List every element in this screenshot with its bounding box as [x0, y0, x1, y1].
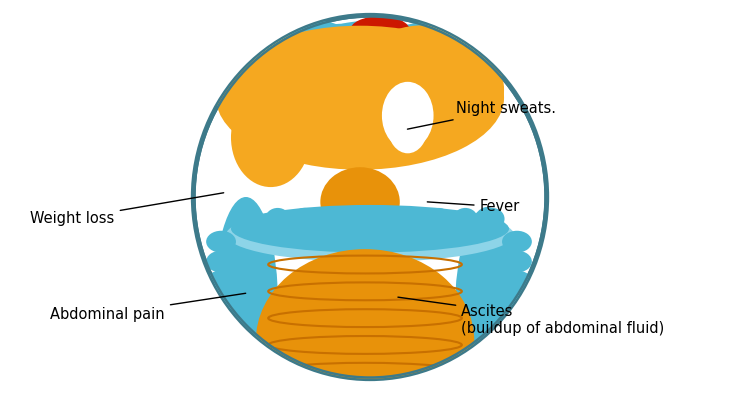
Ellipse shape — [214, 197, 278, 394]
Text: Weight loss: Weight loss — [30, 193, 224, 226]
Ellipse shape — [236, 18, 365, 88]
Ellipse shape — [455, 207, 520, 394]
Ellipse shape — [206, 231, 236, 253]
Ellipse shape — [239, 208, 263, 230]
Text: Fever: Fever — [427, 199, 520, 214]
Ellipse shape — [206, 330, 236, 352]
Ellipse shape — [502, 290, 532, 312]
Ellipse shape — [453, 208, 477, 230]
Ellipse shape — [216, 26, 504, 170]
Ellipse shape — [206, 290, 236, 312]
Ellipse shape — [372, 208, 398, 230]
Ellipse shape — [502, 310, 532, 332]
Ellipse shape — [319, 208, 344, 230]
Ellipse shape — [350, 16, 409, 44]
Ellipse shape — [320, 21, 420, 56]
Ellipse shape — [292, 208, 317, 230]
Ellipse shape — [346, 208, 370, 230]
Ellipse shape — [206, 251, 236, 273]
Ellipse shape — [480, 208, 505, 230]
Ellipse shape — [261, 23, 479, 77]
Ellipse shape — [380, 20, 499, 80]
Ellipse shape — [256, 249, 474, 394]
Ellipse shape — [345, 25, 504, 154]
Ellipse shape — [399, 208, 424, 230]
Ellipse shape — [194, 15, 547, 379]
Ellipse shape — [206, 350, 236, 372]
Ellipse shape — [231, 205, 509, 253]
Ellipse shape — [265, 208, 290, 230]
Ellipse shape — [502, 370, 532, 392]
Ellipse shape — [320, 167, 400, 237]
Ellipse shape — [226, 207, 514, 262]
Text: Night sweats.: Night sweats. — [407, 102, 556, 129]
Text: Ascites
(buildup of abdominal fluid): Ascites (buildup of abdominal fluid) — [398, 297, 664, 336]
Ellipse shape — [206, 390, 236, 394]
Ellipse shape — [502, 350, 532, 372]
Ellipse shape — [206, 310, 236, 332]
Ellipse shape — [206, 370, 236, 392]
Ellipse shape — [231, 88, 310, 187]
Ellipse shape — [206, 270, 236, 292]
Ellipse shape — [382, 82, 434, 149]
Text: Abdominal pain: Abdominal pain — [50, 293, 245, 322]
Ellipse shape — [502, 270, 532, 292]
Ellipse shape — [388, 102, 428, 153]
Ellipse shape — [502, 231, 532, 253]
Ellipse shape — [502, 330, 532, 352]
Ellipse shape — [502, 390, 532, 394]
Ellipse shape — [426, 208, 451, 230]
Ellipse shape — [502, 251, 532, 273]
